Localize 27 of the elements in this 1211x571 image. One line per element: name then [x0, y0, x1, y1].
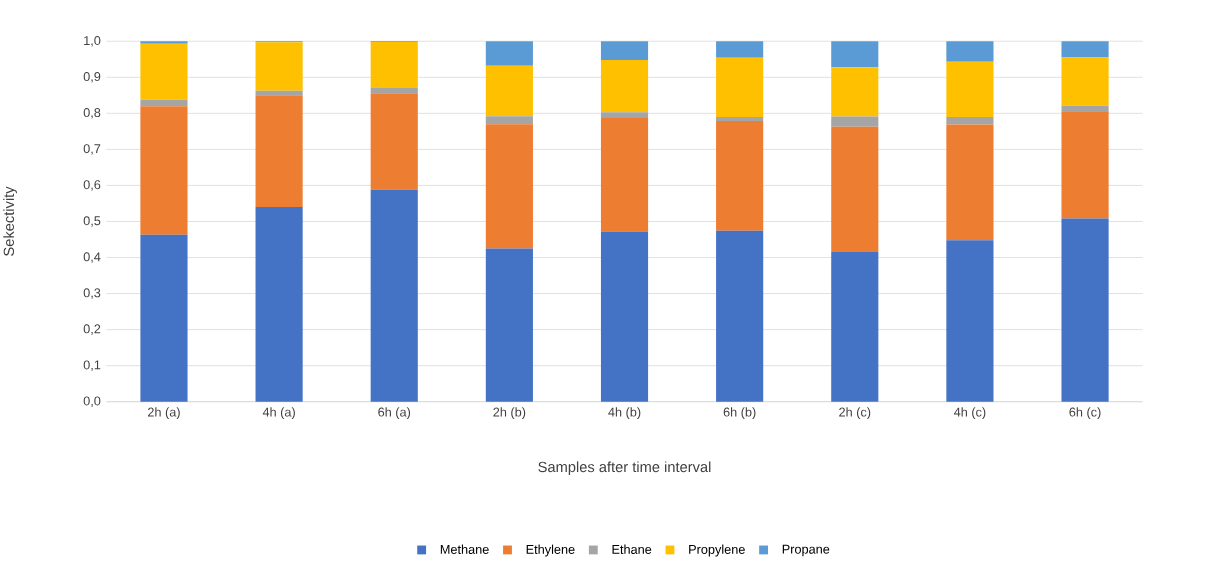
y-tick-label: 0,4: [83, 252, 101, 263]
x-tick-label: 2h (b): [493, 407, 526, 420]
y-tick-label: 0,3: [83, 288, 101, 299]
y-tick-label: 0,5: [83, 216, 101, 227]
y-axis-title: Sekectivity: [3, 186, 17, 257]
legend-label: Ethylene: [526, 544, 575, 557]
x-tick-label: 4h (b): [608, 407, 641, 420]
y-tick-label: 1,0: [84, 36, 101, 47]
x-tick-label: 4h (a): [262, 407, 295, 420]
x-tick-label: 6h (a): [378, 407, 411, 420]
y-tick-label: 0,9: [83, 72, 101, 83]
y-tick-label: 0,7: [83, 144, 101, 155]
x-tick-label: 6h (b): [723, 407, 756, 420]
x-axis-title: Samples after time interval: [538, 461, 711, 476]
legend-label: Ethane: [612, 544, 652, 555]
y-tick-label: 0,1: [83, 360, 101, 372]
y-tick-label: 0,6: [83, 180, 101, 191]
x-tick-label: 2h (c): [839, 407, 871, 420]
x-tick-label: 4h (c): [953, 407, 986, 420]
x-tick-label: 2h (a): [148, 407, 180, 420]
y-tick-label: 0,2: [83, 324, 101, 336]
legend-label: Methane: [440, 544, 489, 555]
legend-label: Propane: [782, 545, 830, 557]
x-tick-label: 6h (c): [1069, 407, 1101, 420]
legend-label: Propylene: [689, 544, 745, 557]
y-tick-label: 0,8: [83, 108, 101, 119]
y-tick-label: 0,0: [83, 396, 101, 408]
